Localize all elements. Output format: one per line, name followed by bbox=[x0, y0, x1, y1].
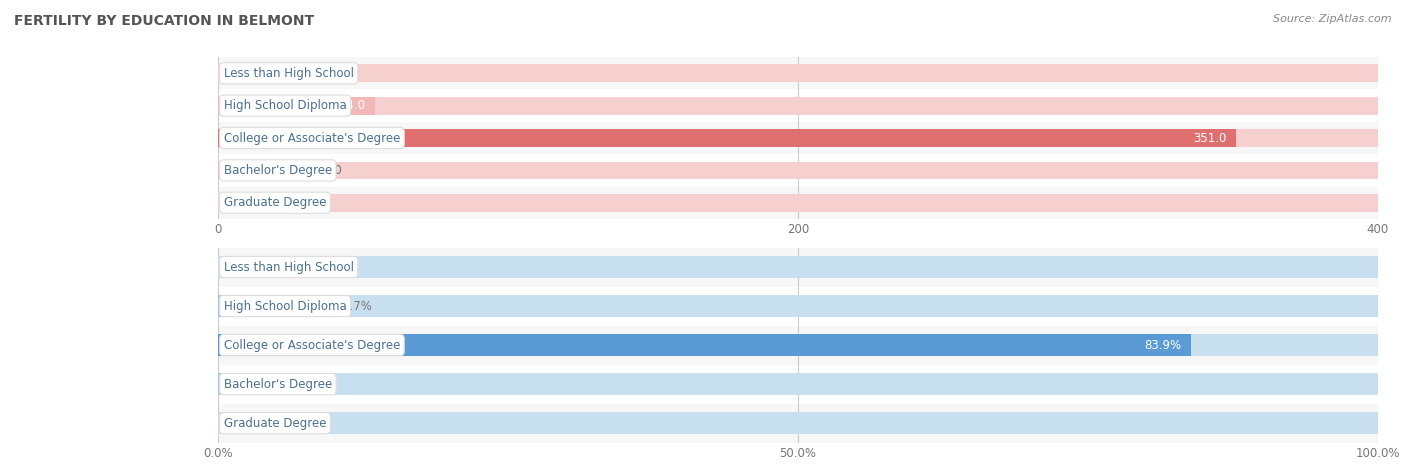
Bar bbox=[218, 122, 1378, 154]
Text: Less than High School: Less than High School bbox=[224, 67, 354, 80]
Bar bbox=[218, 194, 1378, 212]
Text: 83.9%: 83.9% bbox=[1144, 338, 1182, 352]
Text: College or Associate's Degree: College or Associate's Degree bbox=[224, 338, 401, 352]
Text: Less than High School: Less than High School bbox=[224, 260, 354, 274]
Text: 6.5%: 6.5% bbox=[305, 377, 335, 391]
Bar bbox=[218, 295, 330, 317]
Text: Graduate Degree: Graduate Degree bbox=[224, 196, 326, 209]
Bar bbox=[218, 161, 1378, 179]
Bar bbox=[218, 404, 1378, 443]
Text: 0.0%: 0.0% bbox=[229, 260, 259, 274]
Text: High School Diploma: High School Diploma bbox=[224, 299, 346, 313]
Bar bbox=[218, 129, 1378, 147]
Bar bbox=[218, 89, 1378, 122]
Text: Source: ZipAtlas.com: Source: ZipAtlas.com bbox=[1274, 14, 1392, 24]
Text: 351.0: 351.0 bbox=[1194, 131, 1226, 145]
Bar bbox=[218, 373, 294, 395]
Bar bbox=[218, 373, 1378, 395]
Text: 0.0: 0.0 bbox=[229, 67, 247, 80]
Text: 0.0: 0.0 bbox=[229, 196, 247, 209]
Text: High School Diploma: High School Diploma bbox=[224, 99, 346, 112]
Text: Graduate Degree: Graduate Degree bbox=[224, 416, 326, 430]
Bar bbox=[218, 129, 1236, 147]
Text: 54.0: 54.0 bbox=[339, 99, 366, 112]
Bar bbox=[218, 287, 1378, 326]
Bar bbox=[218, 248, 1378, 287]
Bar bbox=[218, 326, 1378, 365]
Text: 9.7%: 9.7% bbox=[342, 299, 373, 313]
Bar bbox=[218, 97, 374, 115]
Bar bbox=[218, 365, 1378, 404]
Bar bbox=[218, 334, 1191, 356]
Bar bbox=[218, 154, 1378, 187]
Bar bbox=[218, 334, 1378, 356]
Bar bbox=[218, 412, 1378, 434]
Bar bbox=[218, 64, 1378, 82]
Bar bbox=[218, 256, 1378, 278]
Text: FERTILITY BY EDUCATION IN BELMONT: FERTILITY BY EDUCATION IN BELMONT bbox=[14, 14, 314, 28]
Text: Bachelor's Degree: Bachelor's Degree bbox=[224, 377, 332, 391]
Text: 30.0: 30.0 bbox=[316, 164, 343, 177]
Bar bbox=[218, 161, 305, 179]
Bar bbox=[218, 295, 1378, 317]
Text: 0.0%: 0.0% bbox=[229, 416, 259, 430]
Bar bbox=[218, 187, 1378, 219]
Bar bbox=[218, 57, 1378, 89]
Text: Bachelor's Degree: Bachelor's Degree bbox=[224, 164, 332, 177]
Text: College or Associate's Degree: College or Associate's Degree bbox=[224, 131, 401, 145]
Bar bbox=[218, 97, 1378, 115]
